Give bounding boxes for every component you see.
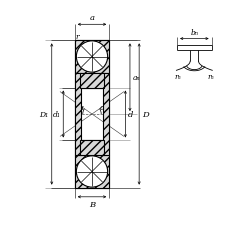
Polygon shape: [103, 73, 109, 156]
Text: D₁: D₁: [39, 111, 48, 118]
Text: aₙ: aₙ: [132, 74, 139, 82]
Circle shape: [76, 42, 107, 73]
Polygon shape: [80, 73, 104, 88]
Polygon shape: [74, 156, 109, 188]
Text: r: r: [75, 103, 79, 111]
Text: α: α: [79, 104, 84, 112]
Text: α: α: [99, 104, 104, 112]
Text: r: r: [75, 33, 79, 41]
Text: a: a: [89, 14, 94, 22]
Polygon shape: [74, 73, 80, 156]
Circle shape: [76, 156, 107, 187]
Polygon shape: [80, 141, 104, 156]
Text: 45°: 45°: [95, 47, 106, 52]
Text: d: d: [127, 111, 132, 118]
Text: B: B: [89, 200, 95, 208]
Polygon shape: [74, 41, 109, 73]
Text: rₙ: rₙ: [174, 73, 181, 81]
Text: rₙ: rₙ: [206, 73, 213, 81]
Text: d₁: d₁: [53, 111, 61, 118]
Text: D: D: [142, 111, 149, 118]
Text: bₙ: bₙ: [190, 29, 197, 37]
